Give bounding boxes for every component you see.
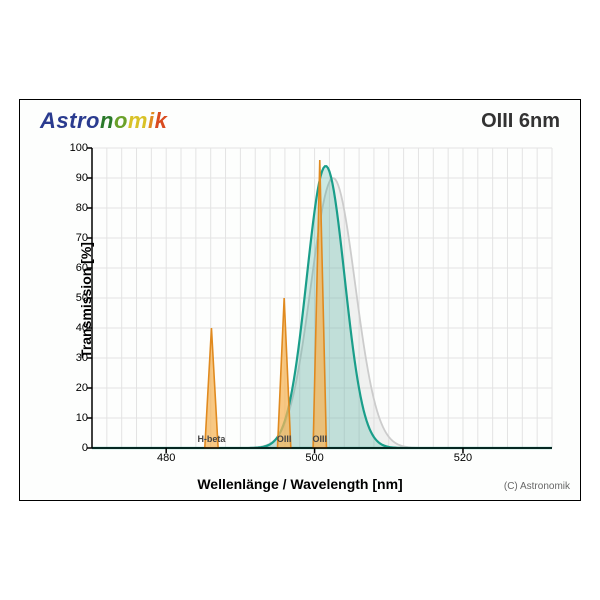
x-axis-label: Wellenlänge / Wavelength [nm] bbox=[197, 476, 402, 492]
x-tick: 480 bbox=[157, 448, 175, 464]
svg-text:OIII: OIII bbox=[313, 434, 328, 444]
y-tick: 80 bbox=[76, 202, 92, 214]
x-tick: 500 bbox=[305, 448, 323, 464]
plot-svg: H-beta OIII OIII bbox=[92, 148, 552, 448]
copyright-text: (C) Astronomik bbox=[504, 481, 570, 492]
x-tick: 520 bbox=[454, 448, 472, 464]
chart-frame: Astronomik OIII 6nm H-beta OIII OIII 0 10 20… bbox=[19, 99, 581, 501]
svg-text:H-beta: H-beta bbox=[197, 434, 226, 444]
y-tick: 100 bbox=[70, 142, 92, 154]
y-tick: 20 bbox=[76, 382, 92, 394]
y-tick: 0 bbox=[82, 442, 92, 454]
y-tick: 10 bbox=[76, 412, 92, 424]
y-axis-label: Transmission [%] bbox=[78, 242, 94, 358]
chart-title: OIII 6nm bbox=[481, 110, 560, 133]
plot-area: H-betaOIIIOIII 0102030405060708090100480… bbox=[92, 148, 552, 448]
svg-text:OIII: OIII bbox=[277, 434, 292, 444]
y-tick: 90 bbox=[76, 172, 92, 184]
brand-logo: Astronomik bbox=[40, 108, 167, 134]
